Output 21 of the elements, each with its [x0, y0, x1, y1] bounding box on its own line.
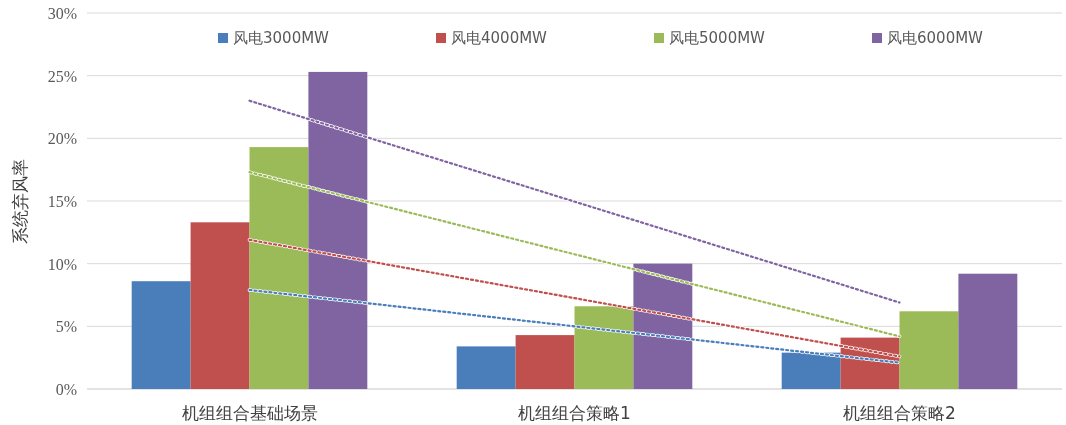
y-tick-label: 30% [47, 5, 77, 22]
bar [958, 273, 1018, 389]
y-tick-label: 20% [47, 130, 77, 148]
bar [574, 306, 634, 389]
x-tick-label: 机组组合基础场景 [181, 403, 318, 423]
y-tick-label: 10% [47, 255, 77, 273]
bar [633, 263, 693, 389]
bar [131, 281, 191, 389]
legend-label: 风电3000MW [233, 29, 330, 47]
legend-label: 风电4000MW [451, 29, 548, 47]
bar [515, 335, 575, 389]
y-tick-label: 5% [55, 318, 77, 336]
y-axis-title: 系统弃风率 [10, 158, 30, 244]
legend-label: 风电6000MW [887, 29, 984, 47]
legend-label: 风电5000MW [669, 29, 766, 47]
y-tick-label: 15% [47, 193, 77, 210]
y-tick-label: 0% [55, 381, 77, 398]
x-tick-label: 机组组合策略2 [843, 403, 956, 423]
bar [456, 346, 516, 389]
y-tick-label: 25% [47, 67, 77, 85]
x-tick-label: 机组组合策略1 [518, 403, 631, 423]
